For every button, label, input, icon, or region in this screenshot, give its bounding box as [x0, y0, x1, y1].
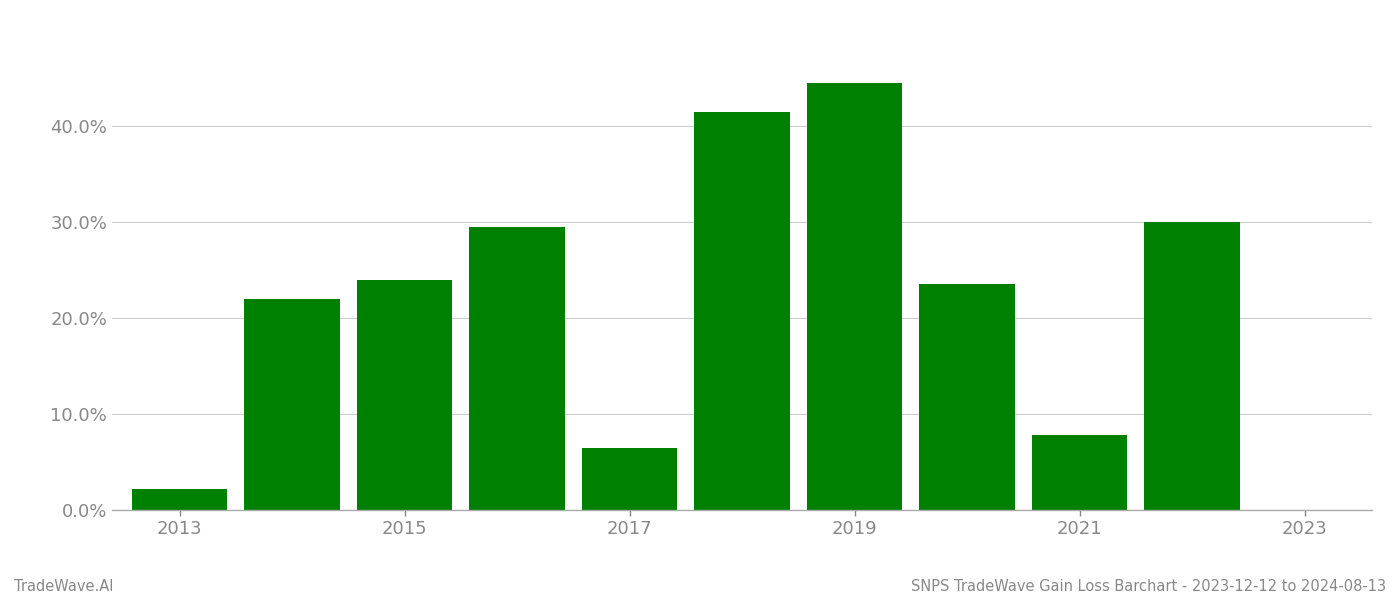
Bar	[244, 299, 340, 510]
Bar	[694, 112, 790, 510]
Bar	[1032, 435, 1127, 510]
Bar	[1144, 222, 1240, 510]
Bar	[357, 280, 452, 510]
Text: SNPS TradeWave Gain Loss Barchart - 2023-12-12 to 2024-08-13: SNPS TradeWave Gain Loss Barchart - 2023…	[911, 579, 1386, 594]
Bar	[132, 489, 227, 510]
Bar	[920, 284, 1015, 510]
Bar	[469, 227, 564, 510]
Text: TradeWave.AI: TradeWave.AI	[14, 579, 113, 594]
Bar	[806, 83, 903, 510]
Bar	[581, 448, 678, 510]
